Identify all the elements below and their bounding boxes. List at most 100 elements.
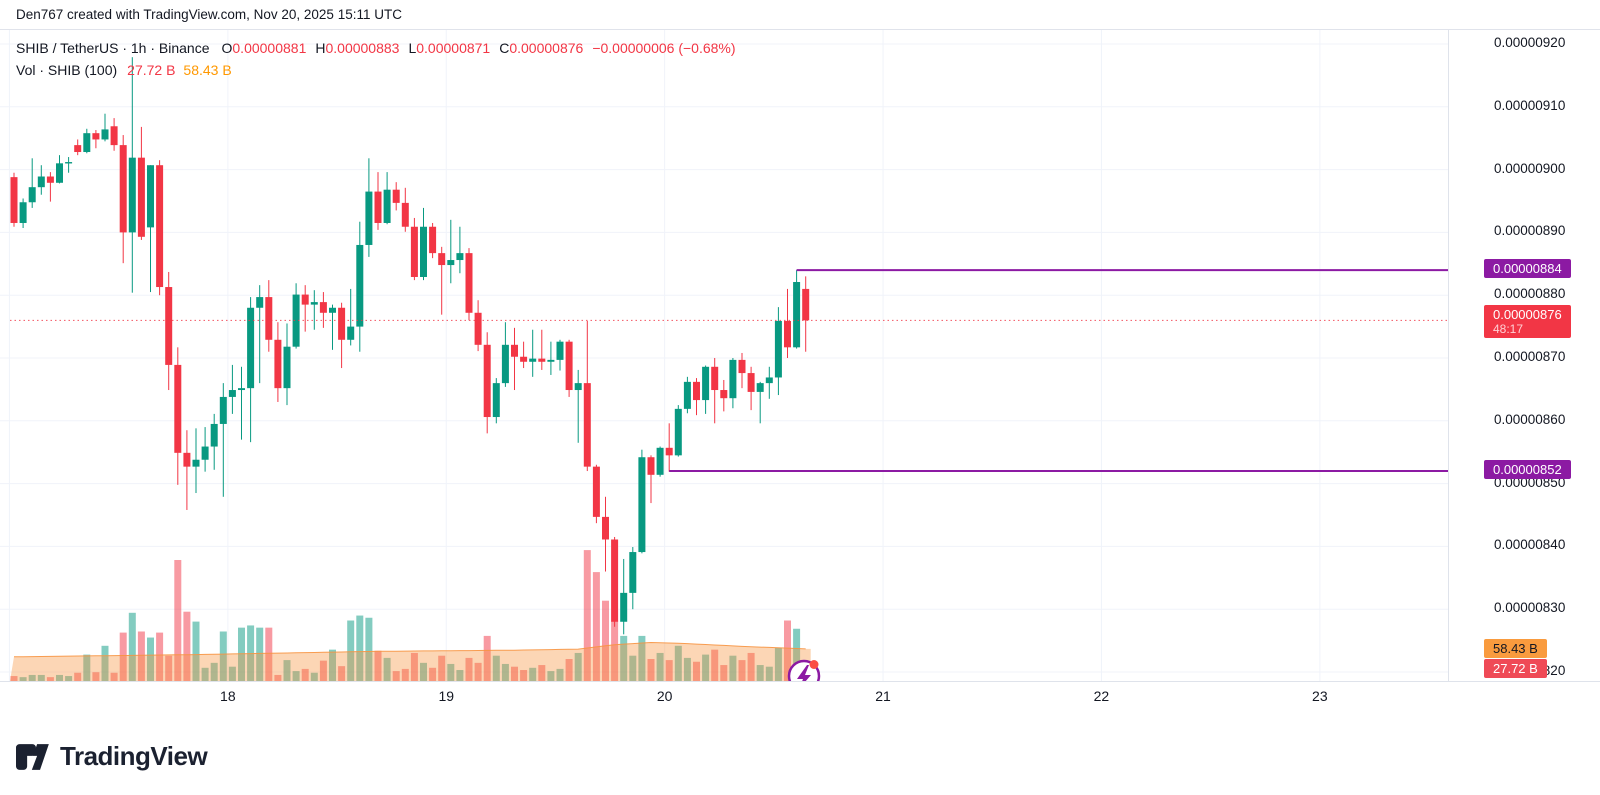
volume-bar bbox=[538, 665, 546, 681]
volume-bar bbox=[547, 671, 555, 681]
candlestick-chart[interactable] bbox=[0, 30, 1448, 681]
volume-bar bbox=[529, 667, 537, 681]
candle-body bbox=[383, 189, 391, 223]
volume-bar bbox=[702, 654, 710, 681]
volume-bar bbox=[410, 652, 418, 681]
volume-bar bbox=[37, 674, 45, 681]
volume-bar bbox=[638, 635, 646, 681]
candle-body bbox=[219, 396, 227, 424]
candle-body bbox=[192, 459, 200, 467]
candle-body bbox=[665, 447, 673, 456]
candle-wick bbox=[241, 366, 242, 440]
candle-wick bbox=[541, 329, 543, 370]
tradingview-logo[interactable]: TradingView bbox=[16, 741, 208, 772]
volume-bar bbox=[183, 611, 191, 681]
candle-body bbox=[28, 187, 36, 203]
volume-bar bbox=[338, 666, 346, 681]
candle-wick bbox=[514, 327, 515, 391]
ohlc-close: C0.00000876 bbox=[499, 40, 584, 56]
candle-wick bbox=[31, 158, 33, 208]
ohlc-open: O0.00000881 bbox=[221, 40, 307, 56]
volume-bar bbox=[565, 659, 573, 681]
volume-current-value: 27.72 B bbox=[127, 62, 176, 78]
price-axis-label: 0.00000910 bbox=[1494, 97, 1566, 113]
candle-wick bbox=[231, 364, 233, 414]
candle-body bbox=[292, 294, 300, 347]
volume-bar bbox=[329, 649, 336, 681]
price-axis-label: 0.00000830 bbox=[1494, 600, 1566, 616]
candle-wick bbox=[350, 288, 352, 346]
volume-bar bbox=[429, 667, 437, 681]
volume-bar bbox=[46, 677, 54, 681]
candle-wick bbox=[150, 165, 151, 293]
candle-body bbox=[456, 253, 464, 261]
candle-body bbox=[256, 297, 264, 308]
candle-body bbox=[765, 377, 773, 384]
volume-bar bbox=[101, 645, 109, 681]
volume-bar bbox=[556, 668, 564, 681]
candle-body bbox=[301, 294, 309, 305]
volume-bar bbox=[647, 659, 655, 681]
volume-ma-value: 58.43 B bbox=[183, 62, 232, 78]
candle-body bbox=[392, 189, 400, 203]
candle-wick bbox=[313, 290, 315, 330]
candle-body bbox=[347, 326, 355, 340]
candle-body bbox=[438, 253, 446, 266]
volume-bar bbox=[492, 655, 500, 681]
volume-bar bbox=[438, 655, 446, 681]
candle-body bbox=[329, 307, 336, 313]
candle-wick bbox=[441, 246, 443, 315]
candle-wick bbox=[759, 381, 761, 424]
volume-bar bbox=[310, 672, 318, 681]
volume-bar bbox=[665, 660, 673, 681]
candle-body bbox=[10, 177, 18, 223]
volume-bar bbox=[292, 671, 300, 681]
candle-wick bbox=[523, 341, 525, 369]
candle-wick bbox=[186, 430, 188, 510]
volume-bar bbox=[738, 660, 746, 681]
volume-bar bbox=[92, 672, 100, 681]
candle-body bbox=[174, 364, 182, 453]
candle-body bbox=[602, 516, 609, 540]
time-axis[interactable]: 18 19 20 21 22 23 bbox=[0, 681, 1600, 711]
price-axis-label: 0.00000860 bbox=[1494, 411, 1566, 427]
volume-bar bbox=[374, 650, 382, 681]
candle-body bbox=[474, 312, 482, 345]
chart-pane[interactable]: SHIB / TetherUS · 1h · Binance O0.000008… bbox=[0, 30, 1448, 681]
candle-body bbox=[56, 163, 63, 183]
legend-volume-row: Vol · SHIB (100) 27.72 B 58.43 B bbox=[16, 59, 736, 81]
candle-body bbox=[101, 129, 109, 140]
candle-body bbox=[210, 423, 218, 447]
volume-bar bbox=[592, 572, 600, 681]
candle-body bbox=[238, 388, 245, 391]
volume-bar bbox=[174, 560, 182, 681]
candle-body bbox=[729, 359, 737, 399]
candle-body bbox=[401, 202, 409, 227]
candle-body bbox=[165, 287, 173, 365]
ohlc-high: H0.00000883 bbox=[315, 40, 400, 56]
volume-bar bbox=[165, 655, 173, 681]
candle-wick bbox=[304, 285, 306, 332]
volume-bar bbox=[365, 617, 373, 681]
candle-body bbox=[501, 344, 509, 384]
volume-bar bbox=[156, 632, 164, 681]
volume-bar bbox=[283, 660, 291, 681]
time-axis-label: 21 bbox=[875, 688, 891, 704]
volume-bar bbox=[674, 645, 682, 681]
candle-body bbox=[529, 358, 537, 362]
volume-ma-badge: 58.43 B bbox=[1484, 639, 1547, 659]
candle-wick bbox=[68, 157, 70, 173]
volume-bar bbox=[119, 632, 127, 681]
volume-bar bbox=[620, 635, 628, 681]
volume-bar bbox=[238, 627, 245, 681]
price-change: −0.00000006 (−0.68%) bbox=[592, 40, 736, 56]
volume-bar bbox=[765, 666, 773, 681]
volume-bar bbox=[128, 612, 136, 681]
price-axis[interactable]: 0.00000920 0.00000910 0.00000900 0.00000890… bbox=[1448, 30, 1600, 681]
candle-wick bbox=[532, 329, 534, 377]
candle-wick bbox=[550, 341, 552, 375]
volume-bar bbox=[301, 668, 309, 681]
candle-body bbox=[465, 253, 473, 313]
candle-body bbox=[784, 320, 791, 348]
candle-wick bbox=[577, 369, 579, 443]
